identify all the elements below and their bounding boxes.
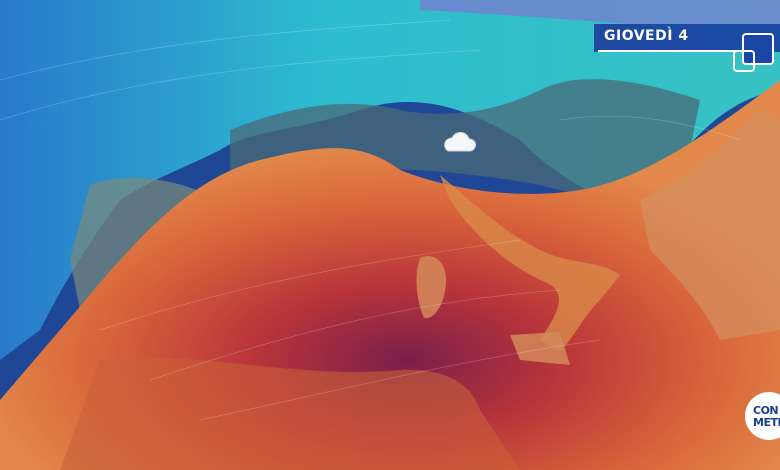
balkans-land <box>640 110 780 340</box>
brand-square-icon <box>742 33 774 65</box>
wind-streamlines <box>0 19 741 421</box>
logo-line-1: CON <box>753 404 779 417</box>
purple-band <box>420 0 780 40</box>
africa-land <box>60 357 520 470</box>
italy-land <box>440 175 620 350</box>
brand-square-small-icon <box>733 50 755 72</box>
cloud-icon <box>444 131 476 152</box>
broadcaster-logo: CON METEO <box>745 392 780 440</box>
day-text: GIOVEDÌ 4 <box>604 28 689 44</box>
sicily-land <box>510 332 570 365</box>
sardinia-land <box>416 256 446 319</box>
logo-line-2: METEO <box>753 416 780 429</box>
day-underline <box>598 50 738 52</box>
